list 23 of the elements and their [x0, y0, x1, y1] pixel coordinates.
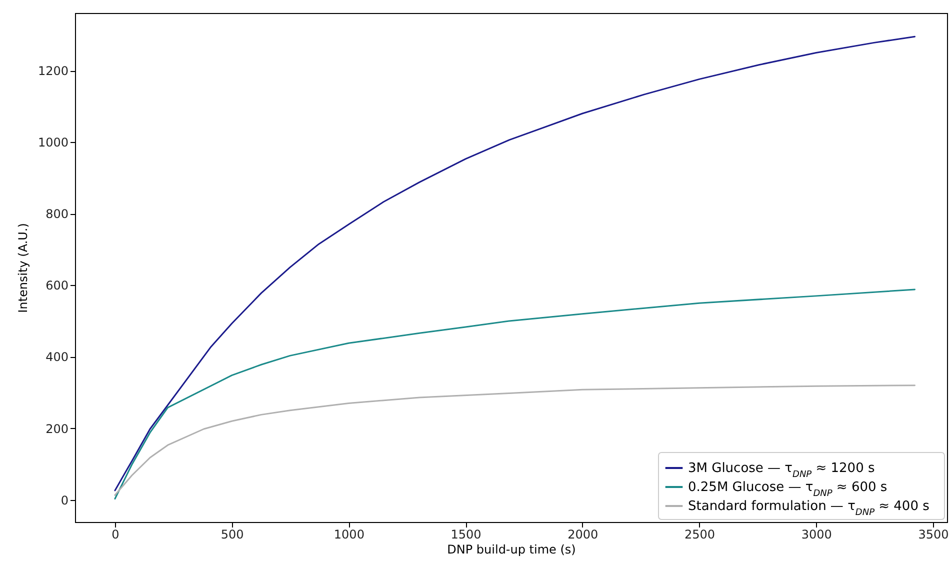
line-series: [114, 384, 916, 496]
line-series: [114, 288, 916, 500]
y-tick-label: 200: [46, 422, 68, 436]
x-tick-label: 3500: [918, 528, 949, 542]
legend-label: 0.25M Glucose — τ$_{DNP}$ ≈ 600 s: [688, 480, 888, 499]
x-tick-label: 1500: [450, 528, 482, 542]
y-axis-title: Intensity (A.U.): [16, 223, 30, 313]
line-series: [114, 36, 916, 492]
y-tick-label: 600: [46, 278, 68, 293]
x-axis-title: DNP build-up time (s): [447, 542, 576, 556]
y-tick-label: 1000: [38, 136, 68, 150]
y-tick-label: 1200: [38, 64, 68, 78]
x-tick-label: 2500: [684, 528, 716, 542]
y-tick-label: 0: [60, 493, 68, 508]
legend-label: Standard formulation — τ$_{DNP}$ ≈ 400 s: [688, 499, 930, 518]
x-tick-label: 3000: [801, 528, 832, 542]
x-tick-label: 0: [112, 528, 120, 542]
legend-label: 3M Glucose — τ$_{DNP}$ ≈ 1200 s: [688, 461, 875, 480]
x-tick-label: 500: [220, 528, 244, 542]
x-tick-label: 1000: [334, 528, 364, 542]
y-tick-label: 400: [46, 350, 68, 364]
y-tick-label: 800: [46, 207, 68, 222]
x-tick-label: 2000: [568, 528, 598, 542]
